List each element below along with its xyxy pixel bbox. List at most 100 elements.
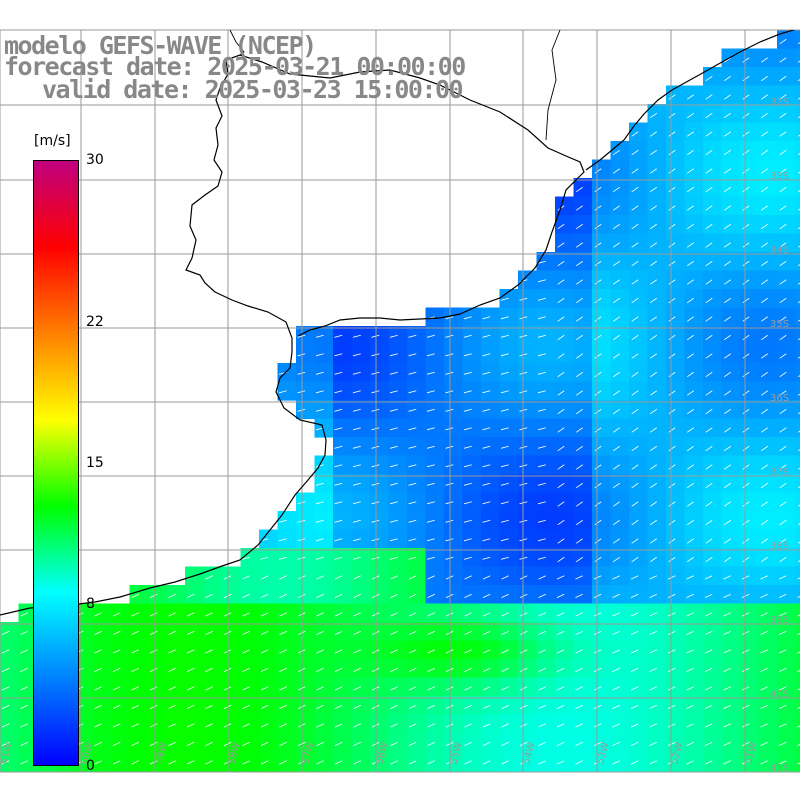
wind-speed-cell bbox=[518, 714, 538, 734]
wind-speed-cell bbox=[777, 492, 797, 512]
wind-arrow bbox=[426, 408, 435, 412]
wind-speed-cell bbox=[795, 196, 800, 216]
wind-speed-cell bbox=[684, 141, 704, 161]
wind-speed-cell bbox=[795, 48, 800, 68]
wind-speed-cell bbox=[795, 381, 800, 401]
wind-speed-cell bbox=[351, 474, 371, 494]
wind-speed-cell bbox=[703, 455, 723, 475]
wind-arrow bbox=[797, 449, 800, 452]
wind-arrow bbox=[742, 371, 750, 378]
wind-speed-cell bbox=[444, 418, 464, 438]
wind-speed-cell bbox=[777, 751, 797, 771]
wind-speed-cell bbox=[296, 492, 316, 512]
wind-speed-cell bbox=[129, 603, 149, 623]
wind-arrow bbox=[742, 501, 750, 507]
wind-speed-cell bbox=[777, 252, 797, 272]
wind-arrow bbox=[389, 556, 398, 560]
wind-arrow bbox=[519, 630, 528, 635]
wind-speed-cell bbox=[388, 603, 408, 623]
wind-arrow bbox=[1, 723, 10, 728]
wind-arrow bbox=[20, 630, 28, 635]
wind-arrow bbox=[612, 667, 620, 672]
wind-speed-cell bbox=[555, 770, 575, 772]
wind-speed-cell bbox=[573, 585, 593, 605]
wind-arrow bbox=[760, 297, 768, 304]
wind-speed-cell bbox=[351, 529, 371, 549]
wind-arrow bbox=[353, 723, 361, 728]
wind-speed-cell bbox=[425, 714, 445, 734]
wind-arrow bbox=[779, 519, 787, 526]
wind-speed-cell bbox=[740, 307, 760, 327]
wind-arrow bbox=[723, 316, 731, 322]
wind-speed-cell bbox=[592, 492, 612, 512]
wind-arrow bbox=[186, 667, 195, 672]
wind-arrow bbox=[463, 538, 472, 542]
wind-arrow bbox=[390, 741, 398, 746]
wind-arrow bbox=[278, 390, 287, 394]
wind-arrow bbox=[668, 334, 676, 341]
wind-arrow bbox=[797, 171, 800, 174]
wind-arrow bbox=[352, 408, 361, 412]
wind-arrow bbox=[334, 704, 343, 709]
wind-arrow bbox=[260, 575, 269, 580]
wind-speed-cell bbox=[481, 751, 501, 771]
wind-arrow bbox=[760, 427, 768, 433]
wind-speed-cell bbox=[777, 585, 797, 605]
wind-speed-cell bbox=[18, 622, 38, 642]
wind-arrow bbox=[631, 316, 639, 322]
wind-speed-cell bbox=[629, 511, 649, 531]
wind-arrow bbox=[538, 667, 546, 672]
wind-speed-cell bbox=[740, 548, 760, 568]
latitude-label: 41S bbox=[770, 763, 789, 774]
wind-speed-cell bbox=[203, 714, 223, 734]
wind-speed-cell bbox=[166, 714, 186, 734]
wind-speed-cell bbox=[518, 455, 538, 475]
wind-speed-cell bbox=[666, 622, 686, 642]
wind-arrow bbox=[778, 704, 787, 709]
wind-arrow bbox=[741, 741, 750, 746]
wind-speed-cell bbox=[573, 289, 593, 309]
wind-speed-cell bbox=[166, 733, 186, 753]
wind-speed-cell bbox=[777, 437, 797, 457]
wind-arrow bbox=[168, 630, 176, 635]
wind-speed-cell bbox=[758, 455, 778, 475]
wind-arrow bbox=[482, 464, 491, 468]
wind-arrow bbox=[778, 686, 787, 691]
wind-arrow bbox=[594, 501, 602, 507]
wind-arrow bbox=[242, 779, 249, 782]
wind-speed-cell bbox=[462, 733, 482, 753]
wind-arrow bbox=[649, 371, 657, 378]
wind-speed-cell bbox=[610, 381, 630, 401]
wind-speed-cell bbox=[314, 511, 334, 531]
wind-speed-cell bbox=[518, 640, 538, 660]
wind-arrow bbox=[760, 464, 768, 470]
wind-arrow bbox=[575, 390, 583, 396]
wind-speed-cell bbox=[425, 751, 445, 771]
wind-speed-cell bbox=[518, 437, 538, 457]
wind-speed-cell bbox=[481, 696, 501, 716]
wind-speed-cell bbox=[573, 640, 593, 660]
wind-speed-cell bbox=[777, 400, 797, 420]
wind-arrow bbox=[315, 371, 324, 375]
wind-speed-cell bbox=[314, 659, 334, 679]
wind-arrow bbox=[705, 186, 713, 193]
latitude-label: 33S bbox=[770, 171, 789, 182]
wind-speed-cell bbox=[721, 696, 741, 716]
wind-arrow bbox=[797, 338, 800, 341]
wind-speed-cell bbox=[684, 104, 704, 124]
wind-speed-cell bbox=[462, 640, 482, 660]
wind-speed-cell bbox=[647, 326, 667, 346]
wind-speed-cell bbox=[740, 566, 760, 586]
wind-arrow bbox=[501, 704, 509, 709]
wind-speed-cell bbox=[647, 381, 667, 401]
wind-speed-cell bbox=[259, 751, 279, 771]
wind-speed-cell bbox=[721, 85, 741, 105]
wind-arrow bbox=[779, 260, 787, 267]
wind-arrow bbox=[723, 297, 731, 304]
wind-speed-cell bbox=[462, 751, 482, 771]
wind-speed-cell bbox=[610, 511, 630, 531]
wind-speed-cell bbox=[351, 566, 371, 586]
wind-arrow bbox=[279, 649, 287, 654]
wind-speed-cell bbox=[592, 640, 612, 660]
wind-speed-cell bbox=[758, 141, 778, 161]
